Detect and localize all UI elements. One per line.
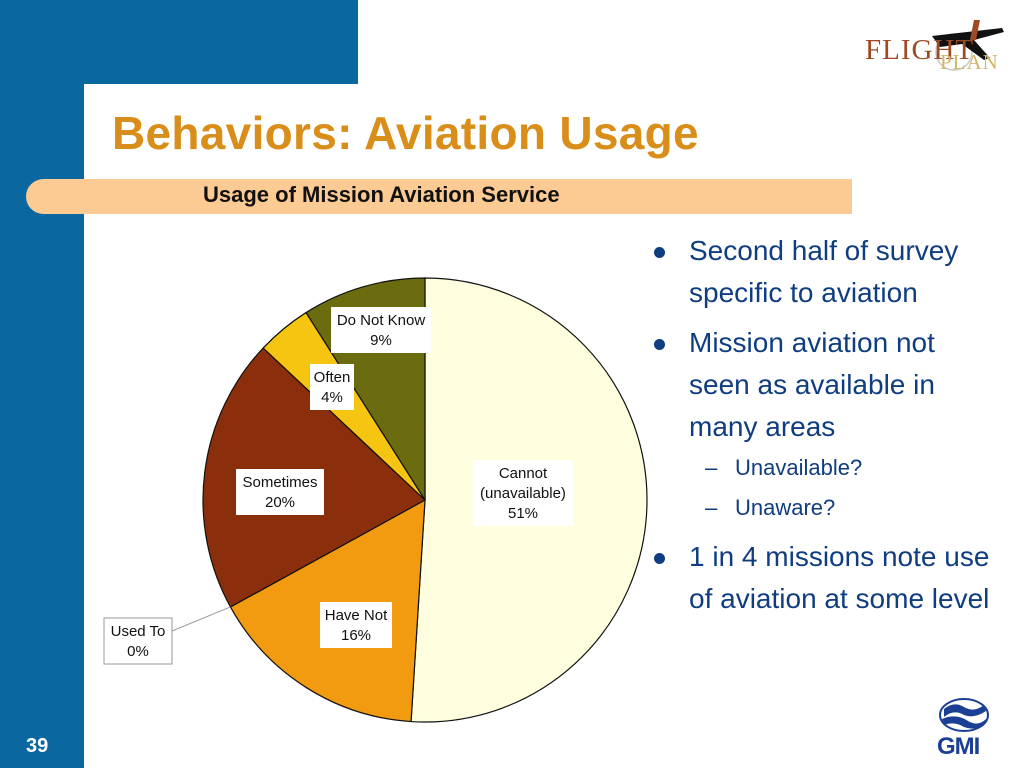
logo-plan-text: PLAN [940,50,999,74]
bullet-text: Second half of survey specific to aviati… [689,235,959,308]
chart-title-banner [26,179,852,214]
data-label-text: (unavailable) [480,485,566,502]
dash-icon: – [705,455,718,480]
bullet-dot-icon [654,247,665,258]
bullet-dot-icon [654,339,665,350]
dash-icon: – [705,495,718,520]
data-label-text: Have Not [325,607,388,624]
data-label-box [310,364,354,410]
airplane-icon [932,20,1004,71]
data-label-value: 4% [321,389,343,406]
data-label-value: 51% [508,505,538,522]
bullet-text: 1 in 4 missions note use of aviation at … [689,541,990,614]
data-label-value: 0% [127,643,149,660]
sub-bullet-text: Unavailable? [735,455,863,480]
sub-bullet-item: – Unavailable? [650,448,1000,488]
chart-title: Usage of Mission Aviation Service [203,182,560,207]
globe-icon [939,698,989,732]
data-label-box [103,617,173,665]
data-label-value: 9% [370,332,392,349]
bullet-item: 1 in 4 missions note use of aviation at … [650,536,1000,620]
sub-bullet-item: – Unaware? [650,488,1000,528]
top-accent-bar [0,0,358,84]
leader-line [171,606,231,632]
bullet-list: Second half of survey specific to aviati… [650,230,1000,620]
left-accent-bar [0,0,84,768]
data-label-value: 20% [265,494,295,511]
data-label-box [320,602,392,648]
bullet-text: Mission aviation not seen as available i… [689,327,935,442]
page-number: 39 [26,735,49,757]
data-label-box [473,460,573,526]
data-label-text: Do Not Know [337,312,426,329]
gmi-text: GMI [937,733,980,760]
flightplan-logo: FLIGHT PLAN [862,14,1012,76]
gmi-logo: GMI [934,697,994,760]
data-label-box [331,307,431,353]
data-label-box [236,469,324,515]
data-label-text: Used To [111,623,166,640]
data-label-text: Often [314,369,351,386]
bullet-item: Second half of survey specific to aviati… [650,230,1000,314]
logo-flight-text: FLIGHT [865,34,975,66]
sub-bullet-text: Unaware? [735,495,836,520]
data-label-value: 16% [341,627,371,644]
bullet-item: Mission aviation not seen as available i… [650,322,1000,448]
data-label-text: Sometimes [242,474,317,491]
data-label-text: Cannot [499,465,548,482]
slide-title: Behaviors: Aviation Usage [112,107,699,159]
bullet-dot-icon [654,553,665,564]
